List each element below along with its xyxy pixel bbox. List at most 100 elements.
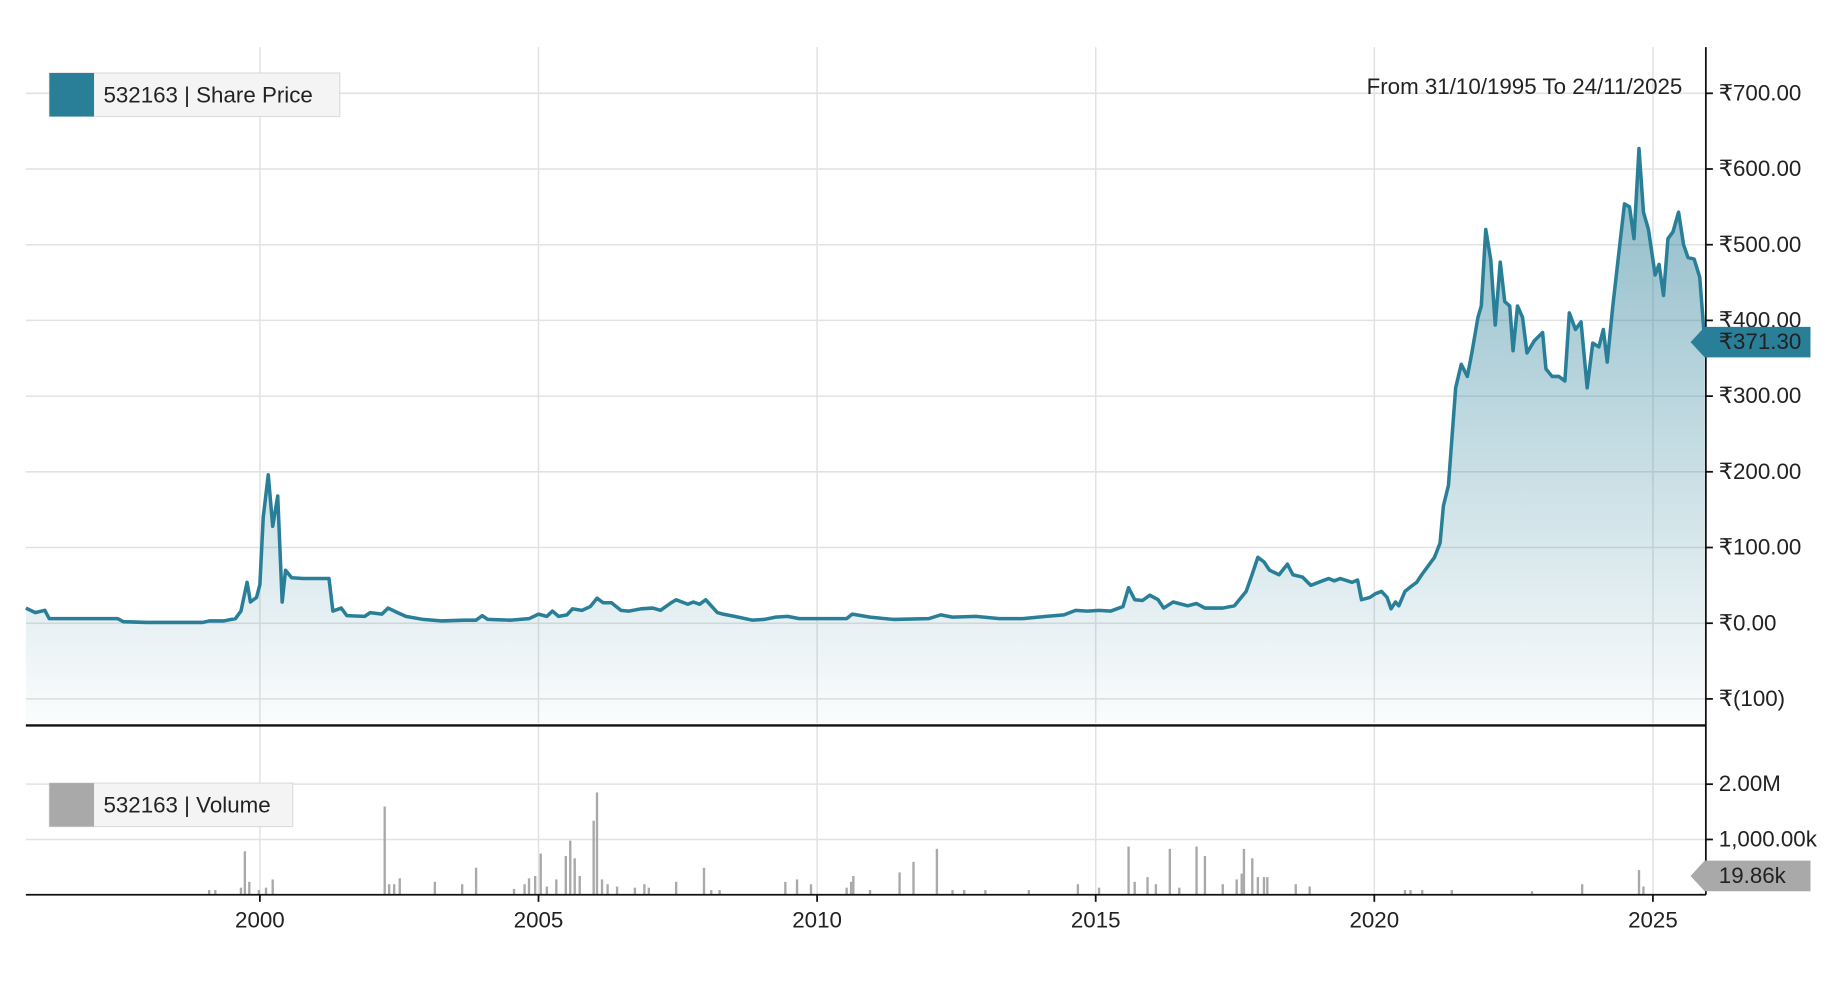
y-tick-label: 2.00M (1719, 771, 1781, 796)
x-tick-label: 2015 (1071, 908, 1121, 933)
volume-bar (963, 890, 966, 895)
badge-label: 19.86k (1719, 863, 1787, 888)
volume-bar (1195, 846, 1198, 895)
volume-bar (674, 881, 678, 895)
volume-bar (898, 872, 901, 895)
volume-bar (1262, 877, 1266, 895)
volume-legend: 532163 | Volume (48, 782, 294, 828)
volume-bar (606, 884, 609, 895)
volume-bar (1203, 855, 1207, 895)
volume-bar (845, 887, 848, 895)
volume-bar (243, 851, 247, 895)
volume-bar (592, 820, 595, 895)
volume-bar (1154, 884, 1158, 895)
volume-bar (1146, 877, 1149, 895)
volume-bar (214, 890, 217, 895)
volume-bar (849, 881, 853, 895)
price-area (25, 148, 1705, 724)
volume-bar (1240, 873, 1243, 895)
volume-bar (1027, 890, 1031, 895)
volume-bar (710, 890, 713, 895)
volume-bar (264, 887, 268, 895)
volume-bar (809, 884, 813, 895)
mark-layer (25, 146, 1707, 895)
volume-bar (1450, 890, 1453, 895)
volume-bar (539, 853, 542, 895)
volume-bar (951, 890, 954, 895)
legend-swatch (49, 72, 95, 117)
volume-bar (935, 848, 939, 895)
volume-bar (248, 881, 251, 895)
y-tick-label: ₹100.00 (1719, 535, 1801, 560)
volume-bar (1097, 887, 1101, 895)
x-tick-label: 2020 (1349, 908, 1399, 933)
volume-bar (564, 855, 567, 895)
volume-bar (208, 890, 211, 895)
volume-bar (569, 840, 572, 895)
legend-label: 532163 | Share Price (103, 82, 312, 107)
volume-bar (1242, 848, 1246, 895)
volume-bar (257, 890, 260, 895)
volume-bar (1421, 890, 1424, 895)
volume-bar (383, 806, 386, 895)
last-value-badge: ₹371.30 (1690, 326, 1811, 358)
price-line (25, 146, 1707, 625)
x-tick-label: 2000 (235, 908, 285, 933)
legend-swatch (49, 783, 95, 827)
y-tick-label: ₹700.00 (1719, 80, 1801, 105)
volume-bar (1409, 890, 1412, 895)
volume-bar (702, 867, 706, 895)
volume-bar (795, 879, 799, 895)
volume-bar (527, 878, 531, 895)
volume-bar (1308, 886, 1311, 895)
volume-bar (643, 884, 646, 895)
volume-bar (1178, 887, 1181, 895)
last-value-badge: 19.86k (1690, 860, 1811, 892)
volume-bar (1580, 884, 1584, 895)
badge-shape (1690, 860, 1811, 892)
volume-bar (545, 886, 549, 895)
y-tick-label: ₹500.00 (1719, 232, 1801, 257)
volume-bar (1294, 884, 1297, 895)
volume-bar (1256, 877, 1260, 895)
legend-label: 532163 | Volume (103, 793, 270, 818)
volume-bar (784, 881, 787, 895)
x-tick-label: 2005 (514, 908, 564, 933)
y-tick-label: ₹600.00 (1719, 156, 1801, 181)
volume-bar (512, 888, 516, 895)
volume-bar (647, 887, 651, 895)
volume-bar (1637, 870, 1641, 895)
volume-bar (271, 879, 274, 895)
x-tick-label: 2025 (1628, 908, 1678, 933)
volume-bar (1168, 848, 1171, 895)
volume-bar (852, 875, 855, 895)
y-tick-label: 1,000.00k (1719, 827, 1818, 852)
y-tick-label: ₹0.00 (1719, 610, 1777, 635)
volume-bar (868, 890, 872, 895)
volume-bar (474, 867, 478, 895)
volume-bar (239, 887, 243, 895)
volume-bar (555, 879, 558, 895)
volume-bar (633, 887, 637, 895)
y-tick-label: ₹300.00 (1719, 383, 1801, 408)
label-layer: ₹(100)₹0.00₹100.00₹200.00₹300.00₹400.00₹… (235, 80, 1818, 932)
volume-bar (595, 792, 599, 895)
volume-bar (912, 861, 915, 895)
badge-shape (1690, 326, 1811, 358)
volume-bar (1076, 884, 1080, 895)
volume-bar (578, 875, 581, 895)
volume-bar (1127, 846, 1130, 895)
volume-bar (573, 858, 576, 895)
volume-bar (1221, 884, 1224, 895)
volume-bar (460, 884, 464, 895)
volume-bar (1251, 858, 1254, 895)
volume-bar (984, 890, 987, 895)
volume-bar (398, 878, 401, 895)
volume-bar (1133, 881, 1136, 895)
volume-bar (718, 890, 721, 895)
y-tick-label: ₹(100) (1719, 686, 1785, 711)
volume-bar (600, 879, 604, 895)
badge-label: ₹371.30 (1719, 329, 1801, 354)
volume-bar (1235, 879, 1238, 895)
